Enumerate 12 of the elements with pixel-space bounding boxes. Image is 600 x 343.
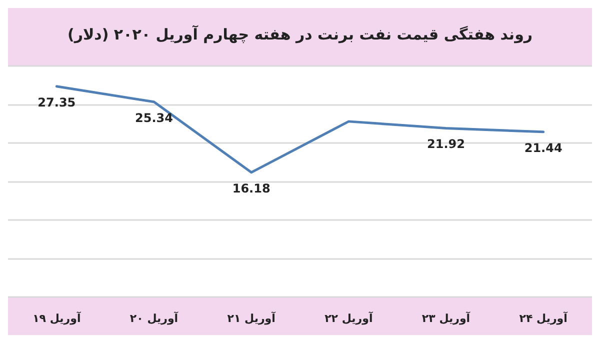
data-label: 21.92	[427, 137, 465, 152]
x-tick-label: ۱۹ آوریل	[32, 311, 81, 325]
x-tick-label: ۲۳ آوریل	[422, 311, 470, 325]
chart-title: روند هفتگی قیمت نفت برنت در هفته چهارم آوریل ۲۰۲۰ (دلار)	[67, 24, 533, 44]
data-label: 21.44	[524, 140, 562, 155]
data-label: 25.34	[135, 110, 173, 125]
x-tick-label: ۲۱ آوریل	[227, 311, 276, 325]
x-tick-label: ۲۴ آوریل	[519, 311, 568, 325]
data-label: 16.18	[232, 181, 270, 196]
x-tick-label: ۲۰ آوریل	[130, 311, 178, 325]
x-tick-label: ۲۲ آوریل	[324, 311, 373, 325]
data-label: 27.35	[38, 95, 76, 110]
